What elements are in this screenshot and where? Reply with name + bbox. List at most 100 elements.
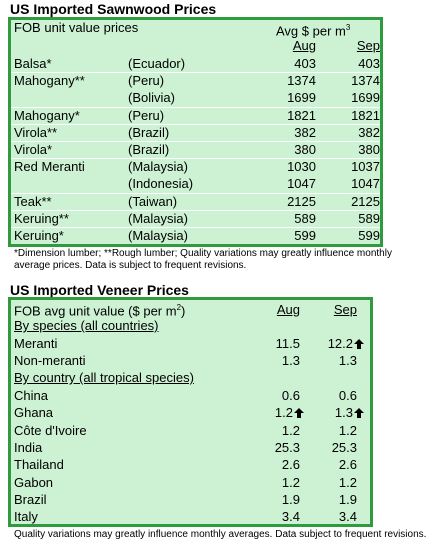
up-arrow: [354, 339, 364, 349]
section-title: US Imported Veneer Prices: [10, 282, 189, 298]
row-origin: (Indonesia): [128, 176, 194, 192]
row-name: Ghana: [14, 405, 54, 421]
up-arrow: [294, 408, 304, 419]
cell: 1.2: [274, 405, 293, 421]
cell: 403: [358, 56, 380, 71]
cell: 1821: [287, 107, 316, 123]
row-origin: (Malaysia): [128, 228, 188, 243]
row-name: Teak**: [14, 193, 52, 209]
cell: 1.2: [281, 474, 300, 490]
cell: 1699: [351, 90, 380, 106]
row-separator: [11, 123, 380, 125]
cell: 11.5: [275, 336, 300, 351]
row-origin: (Taiwan): [128, 193, 178, 209]
row-separator: [11, 141, 380, 142]
cell: 1374: [287, 73, 316, 89]
cell: 2125: [287, 193, 316, 209]
cell: 599: [358, 228, 380, 243]
cell: 382: [358, 124, 380, 140]
cell: 12.2: [327, 336, 353, 351]
price-exponent: 3: [345, 23, 351, 32]
row-name: Balsa*: [14, 56, 52, 71]
cell: 380: [294, 142, 316, 157]
cell: 403: [294, 56, 316, 71]
row-name: Keruing**: [14, 210, 69, 226]
cell: 1047: [287, 176, 316, 192]
row-name: Côte d'Ivoire: [14, 422, 87, 438]
row-origin: (Malaysia): [128, 159, 188, 175]
row-origin: (Peru): [128, 107, 165, 123]
header-exponent: 2: [176, 303, 182, 312]
row-origin: (Brazil): [128, 142, 170, 157]
row-origin: (Ecuador): [128, 56, 186, 71]
cell: 1047: [351, 176, 380, 192]
footnote: Quality variations may greatly influence…: [14, 529, 427, 540]
cell: 1699: [287, 90, 316, 106]
header-label: FOB avg unit value ($ per m2): [14, 300, 185, 319]
header-text: ): [181, 303, 186, 319]
cell: 1.2: [338, 422, 357, 438]
cell: 2.6: [281, 457, 300, 473]
header-label: FOB unit value prices: [14, 20, 139, 35]
row-name: Virola*: [14, 142, 53, 157]
row-name: Brazil: [14, 491, 47, 507]
cell: 1037: [351, 159, 380, 175]
row-name: Virola**: [14, 124, 58, 140]
row-origin: (Malaysia): [128, 210, 188, 226]
group-heading: By country (all tropical species): [14, 370, 194, 385]
row-name: Meranti: [14, 336, 58, 351]
cell: 1.3: [338, 353, 357, 368]
row-origin: (Peru): [128, 73, 165, 89]
row-name: Keruing*: [14, 228, 64, 243]
cell: 2.6: [338, 457, 357, 473]
row-separator: [11, 72, 380, 74]
cell: 1821: [351, 107, 380, 123]
group-heading: By species (all countries): [14, 318, 159, 333]
up-arrow: [354, 408, 364, 419]
row-separator: [11, 209, 380, 211]
cell: 589: [294, 210, 316, 226]
cell: 1374: [351, 73, 380, 89]
price-label: Avg $ per m: [276, 23, 346, 39]
col-head: Aug: [276, 302, 300, 317]
row-name: Thailand: [14, 457, 64, 473]
col-head: Aug: [292, 38, 316, 53]
footnote: *Dimension lumber; **Rough lumber; Quali…: [14, 248, 392, 271]
header-price: Avg $ per m3: [276, 20, 350, 39]
cell: 25.3: [331, 439, 357, 455]
cell: 0.6: [338, 388, 357, 403]
cell: 1.9: [338, 491, 357, 507]
row-origin: (Brazil): [128, 124, 170, 140]
cell: 3.4: [338, 509, 357, 525]
cell: 2125: [351, 193, 380, 209]
cell: 599: [294, 228, 316, 243]
table-box: [8, 297, 373, 527]
cell: 380: [358, 142, 380, 157]
cell: 1.9: [281, 491, 300, 507]
cell: 1.2: [338, 474, 357, 490]
row-name: Italy: [14, 509, 38, 525]
row-separator: [11, 158, 380, 160]
cell: 1030: [287, 159, 316, 175]
table-box: [8, 17, 383, 247]
row-name: China: [14, 388, 48, 403]
cell: 25.3: [274, 439, 300, 455]
col-head: Sep: [356, 38, 380, 53]
row-separator: [11, 227, 380, 228]
col-head: Sep: [333, 302, 357, 317]
cell: 0.6: [281, 388, 300, 403]
row-separator: [11, 106, 380, 108]
row-name: Mahogany*: [14, 107, 80, 123]
row-name: Mahogany**: [14, 73, 85, 89]
row-name: Non-meranti: [14, 353, 86, 368]
cell: 1.3: [334, 405, 353, 421]
row-name: Gabon: [14, 474, 54, 490]
cell: 1.3: [281, 353, 300, 368]
cell: 3.4: [281, 509, 300, 525]
section-title: US Imported Sawnwood Prices: [10, 1, 217, 17]
row-name: Red Meranti: [14, 159, 85, 175]
row-name: India: [14, 439, 43, 455]
row-separator: [11, 192, 380, 194]
row-origin: (Bolivia): [128, 90, 175, 106]
